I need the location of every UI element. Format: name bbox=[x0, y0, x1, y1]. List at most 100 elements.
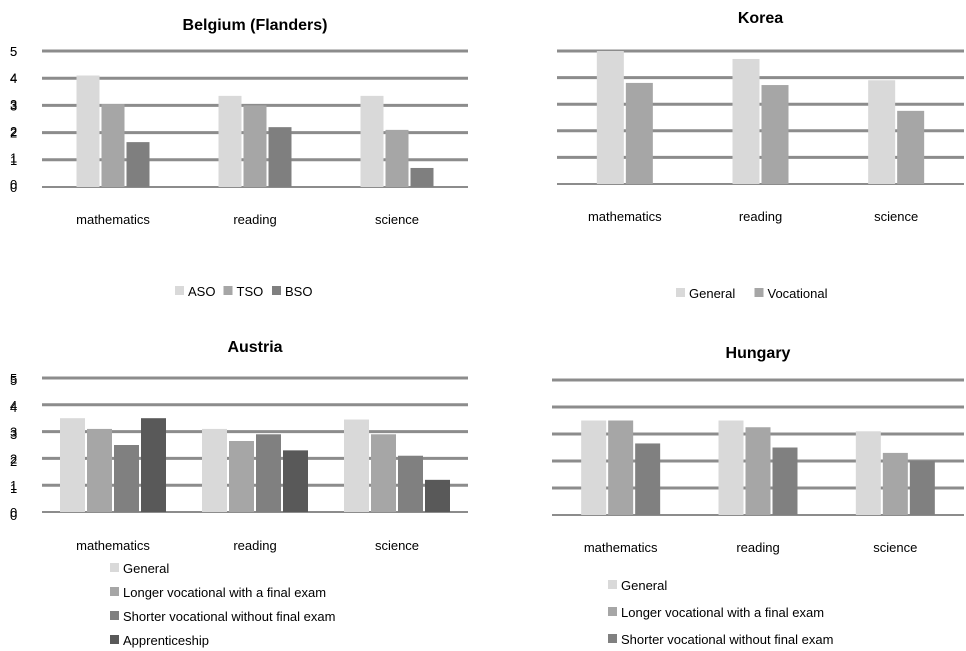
legend-swatch bbox=[175, 286, 184, 295]
bar-reading-shorter-vocational-without-final-exam bbox=[772, 447, 798, 515]
y-tick-label: 5 bbox=[10, 44, 17, 59]
bar-science-shorter-vocational-without-final-exam bbox=[909, 461, 935, 515]
legend-swatch bbox=[676, 288, 685, 297]
legend-label: Shorter vocational without final exam bbox=[621, 632, 833, 647]
legend-swatch bbox=[110, 587, 119, 596]
bar-science-shorter-vocational-without-final-exam bbox=[398, 455, 423, 512]
y-tick-label: 1 bbox=[10, 481, 17, 496]
y-tick-label: 5 bbox=[10, 371, 17, 386]
legend-label: Shorter vocational without final exam bbox=[123, 609, 335, 624]
bar-science-longer-vocational-with-a-final-exam bbox=[882, 452, 908, 515]
legend-swatch bbox=[272, 286, 281, 295]
y-tick-label: 1 bbox=[10, 478, 17, 493]
bar-reading-general bbox=[202, 428, 227, 512]
x-tick-label: science bbox=[375, 212, 419, 227]
legend-label: General bbox=[621, 578, 667, 593]
legend-swatch bbox=[608, 634, 617, 643]
bar-reading-general bbox=[718, 420, 744, 515]
bar-mathematics-shorter-vocational-without-final-exam bbox=[114, 445, 139, 512]
legend-swatch bbox=[110, 563, 119, 572]
bar-mathematics-general bbox=[60, 418, 85, 512]
x-tick-label: science bbox=[874, 209, 918, 224]
legend-label: Apprenticeship bbox=[123, 633, 209, 648]
y-tick-label: 1 bbox=[10, 153, 17, 168]
x-tick-label: mathematics bbox=[584, 540, 658, 555]
x-tick-label: mathematics bbox=[588, 209, 662, 224]
bar-reading-longer-vocational-with-a-final-exam bbox=[745, 427, 771, 515]
legend-label: ASO bbox=[188, 284, 215, 299]
y-tick-label: 2 bbox=[10, 124, 17, 139]
y-tick-label: 3 bbox=[10, 427, 17, 442]
bar-mathematics-tso bbox=[101, 104, 125, 187]
bar-reading-general bbox=[732, 58, 760, 185]
legend-label: BSO bbox=[285, 284, 312, 299]
x-tick-label: reading bbox=[739, 209, 782, 224]
x-tick-label: science bbox=[375, 538, 419, 553]
bar-mathematics-apprenticeship bbox=[141, 418, 166, 512]
y-tick-label: 2 bbox=[10, 454, 17, 469]
bar-mathematics-longer-vocational-with-a-final-exam bbox=[608, 420, 634, 515]
y-tick-label: 0 bbox=[10, 508, 17, 523]
bar-reading-tso bbox=[243, 105, 267, 187]
y-tick-label: 2 bbox=[10, 451, 17, 466]
y-tick-label: 5 bbox=[10, 373, 17, 388]
y-tick-label: 1 bbox=[10, 150, 17, 165]
legend-swatch bbox=[223, 286, 233, 295]
bar-mathematics-shorter-vocational-without-final-exam bbox=[635, 443, 661, 515]
y-tick-label: 3 bbox=[10, 97, 17, 112]
bar-mathematics-vocational bbox=[625, 82, 653, 184]
bar-science-general bbox=[868, 80, 896, 184]
bar-science-vocational bbox=[897, 110, 925, 184]
y-tick-label: 3 bbox=[10, 425, 17, 440]
y-tick-label: 5 bbox=[10, 44, 17, 59]
bar-science-general bbox=[344, 419, 369, 512]
bar-science-longer-vocational-with-a-final-exam bbox=[371, 434, 396, 512]
bar-science-apprenticeship bbox=[425, 479, 450, 512]
x-tick-label: reading bbox=[736, 540, 779, 555]
y-tick-label: 4 bbox=[10, 71, 17, 86]
y-tick-label: 2 bbox=[10, 126, 17, 141]
x-tick-label: reading bbox=[233, 538, 276, 553]
bar-reading-apprenticeship bbox=[283, 450, 308, 512]
x-tick-label: mathematics bbox=[76, 538, 150, 553]
legend-label: Longer vocational with a final exam bbox=[123, 585, 326, 600]
bar-science-bso bbox=[410, 167, 434, 187]
y-tick-label: 0 bbox=[10, 177, 17, 192]
legend-swatch bbox=[608, 607, 617, 616]
bar-science-aso bbox=[360, 95, 384, 187]
chart-title: Belgium (Flanders) bbox=[183, 17, 328, 34]
chart-title: Korea bbox=[738, 10, 783, 27]
x-tick-label: reading bbox=[233, 212, 276, 227]
y-tick-label: 0 bbox=[10, 180, 17, 195]
bar-reading-shorter-vocational-without-final-exam bbox=[256, 434, 281, 512]
legend-label: General bbox=[689, 286, 735, 301]
y-tick-label: 4 bbox=[10, 400, 17, 415]
legend-label: Vocational bbox=[768, 286, 828, 301]
legend-label: Longer vocational with a final exam bbox=[621, 605, 824, 620]
bar-reading-aso bbox=[218, 95, 242, 187]
chart-title: Hungary bbox=[726, 345, 791, 362]
bar-mathematics-general bbox=[596, 51, 624, 184]
legend-label: TSO bbox=[237, 284, 264, 299]
bar-reading-bso bbox=[268, 127, 292, 187]
y-tick-label: 0 bbox=[10, 505, 17, 520]
y-tick-label: 3 bbox=[10, 98, 17, 113]
bar-reading-longer-vocational-with-a-final-exam bbox=[229, 440, 254, 512]
legend-swatch bbox=[754, 288, 764, 297]
y-tick-label: 4 bbox=[10, 398, 17, 413]
legend-swatch bbox=[608, 580, 617, 589]
bar-mathematics-general bbox=[581, 420, 607, 515]
bar-science-tso bbox=[385, 129, 409, 187]
chart-title: Austria bbox=[227, 339, 282, 356]
x-tick-label: science bbox=[873, 540, 917, 555]
bar-mathematics-aso bbox=[76, 75, 100, 187]
y-tick-label: 4 bbox=[10, 71, 17, 86]
legend-label: General bbox=[123, 561, 169, 576]
bar-mathematics-bso bbox=[126, 142, 150, 187]
legend-swatch bbox=[110, 611, 119, 620]
bar-mathematics-longer-vocational-with-a-final-exam bbox=[87, 428, 112, 512]
bar-science-general bbox=[855, 431, 881, 515]
bar-reading-vocational bbox=[761, 85, 789, 184]
